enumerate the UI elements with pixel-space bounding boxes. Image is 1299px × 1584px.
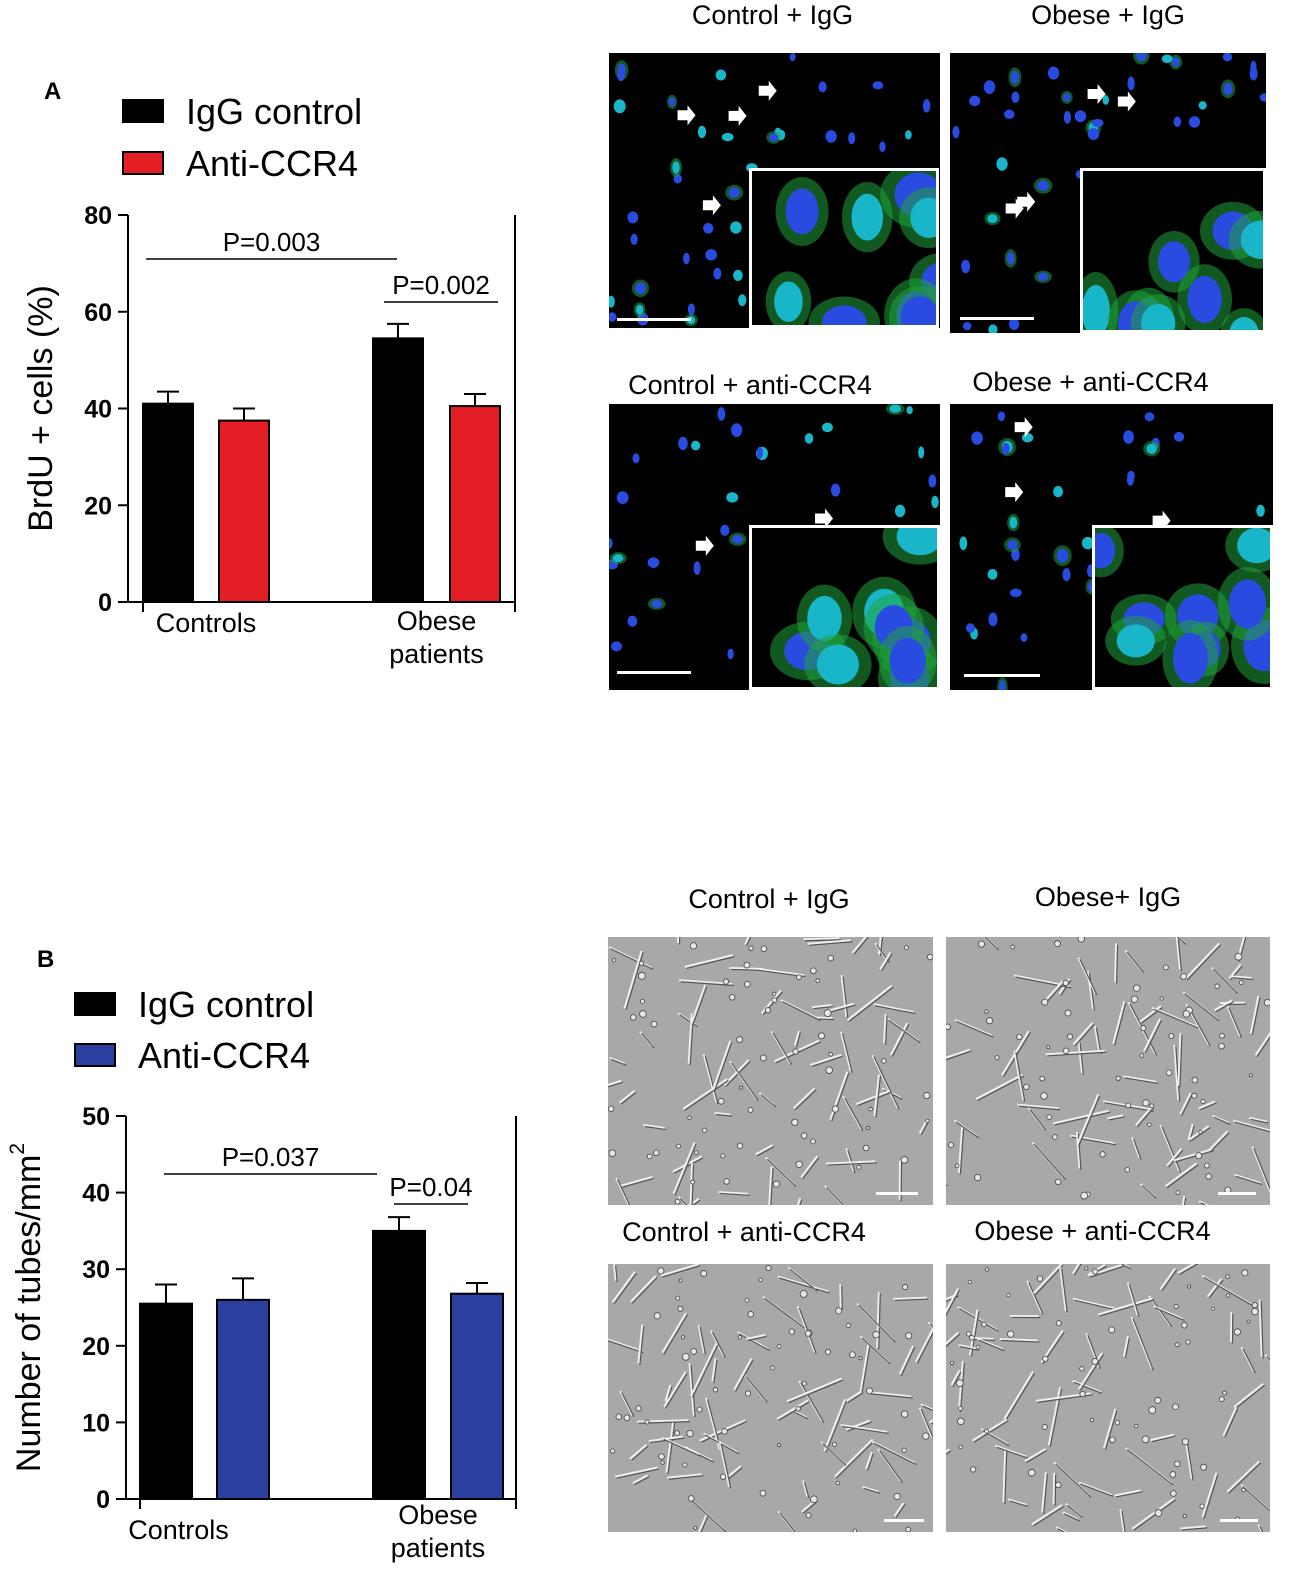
category-label: patients bbox=[389, 639, 484, 669]
bar bbox=[372, 337, 424, 603]
scale-bar bbox=[884, 1519, 924, 1522]
category-label: Controls bbox=[128, 1515, 229, 1545]
y-tick-label: 60 bbox=[84, 299, 112, 327]
bar bbox=[450, 1292, 504, 1500]
p-value-label: P=0.002 bbox=[392, 270, 490, 300]
micrograph-inset bbox=[749, 525, 940, 690]
micrograph-control-igg-a bbox=[609, 53, 940, 328]
micro-label-a-4: Obese + anti-CCR4 bbox=[972, 367, 1209, 397]
micro-label-b-2: Obese+ IgG bbox=[1034, 882, 1182, 912]
micrograph-obese-igg-a bbox=[950, 53, 1266, 333]
legend-label-anti-b: Anti-CCR4 bbox=[138, 1035, 311, 1076]
bar bbox=[218, 419, 270, 603]
y-tick-label: 40 bbox=[82, 1180, 110, 1208]
micrograph-control-anti-a bbox=[609, 404, 940, 690]
panel-a-letter: A bbox=[44, 78, 62, 105]
y-tick-label: 0 bbox=[96, 1486, 110, 1514]
legend-swatch-anti-a bbox=[122, 151, 164, 175]
micro-label-a-2: Obese + IgG bbox=[1031, 0, 1185, 30]
bar bbox=[216, 1298, 270, 1500]
y-tick-label: 20 bbox=[84, 492, 112, 520]
scale-bar bbox=[1220, 1519, 1258, 1522]
scale-bar bbox=[964, 674, 1040, 677]
micrograph-obese-anti-a bbox=[950, 404, 1273, 690]
p-value-label: P=0.04 bbox=[389, 1172, 472, 1202]
legend-label-igg-b: IgG control bbox=[138, 984, 315, 1025]
micro-label-a-1: Control + IgG bbox=[691, 0, 854, 30]
bar bbox=[142, 402, 194, 603]
bar bbox=[449, 405, 501, 603]
bar bbox=[139, 1302, 193, 1500]
legend-swatch-igg-b bbox=[74, 992, 116, 1016]
micro-label-b-1: Control + IgG bbox=[688, 884, 850, 914]
y-tick-label: 10 bbox=[82, 1409, 110, 1437]
p-value-label: P=0.037 bbox=[222, 1142, 320, 1172]
y-tick-label: 20 bbox=[82, 1333, 110, 1361]
scale-bar bbox=[1218, 1192, 1256, 1195]
y-tick-label: 30 bbox=[82, 1256, 110, 1284]
y-axis-label: BrdU + cells (%) bbox=[22, 285, 60, 532]
scale-bar bbox=[876, 1192, 918, 1195]
y-tick-label: 50 bbox=[82, 1103, 110, 1131]
y-axis-label: Number of tubes/mm2 bbox=[6, 1143, 48, 1472]
category-label: Obese bbox=[397, 606, 477, 636]
micrograph-inset bbox=[1092, 525, 1273, 690]
category-label: Obese bbox=[398, 1500, 478, 1530]
p-value-label: P=0.003 bbox=[223, 227, 321, 257]
y-tick-label: 40 bbox=[84, 396, 112, 424]
scale-bar bbox=[617, 671, 691, 674]
bar bbox=[372, 1229, 426, 1500]
legend-swatch-igg-a bbox=[122, 99, 164, 123]
y-tick-label: 0 bbox=[98, 589, 112, 617]
micrograph-control-anti-b bbox=[608, 1264, 933, 1532]
micro-label-a-3: Control + anti-CCR4 bbox=[628, 370, 872, 400]
category-label: patients bbox=[391, 1533, 486, 1563]
micro-label-b-4: Obese + anti-CCR4 bbox=[974, 1216, 1211, 1246]
micro-label-b-3: Control + anti-CCR4 bbox=[622, 1217, 866, 1247]
micrograph-control-igg-b bbox=[608, 937, 933, 1205]
scale-bar bbox=[617, 318, 691, 321]
micrograph-obese-igg-b bbox=[946, 937, 1270, 1205]
scale-bar bbox=[960, 317, 1034, 320]
category-label: Controls bbox=[156, 608, 257, 638]
micrograph-inset bbox=[749, 168, 939, 328]
panel-b-letter: B bbox=[37, 946, 55, 973]
legend-label-anti-a: Anti-CCR4 bbox=[186, 143, 359, 184]
y-tick-label: 80 bbox=[84, 202, 112, 230]
micrograph-inset bbox=[1080, 168, 1266, 333]
legend-swatch-anti-b bbox=[74, 1043, 116, 1067]
legend-label-igg-a: IgG control bbox=[186, 91, 363, 132]
micrograph-obese-anti-b bbox=[946, 1264, 1270, 1532]
